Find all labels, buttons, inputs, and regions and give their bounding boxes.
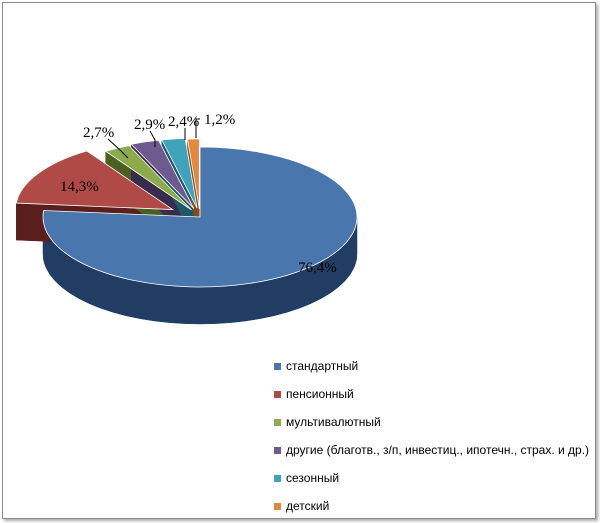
data-label-2: 2,7% [83, 125, 114, 141]
legend-swatch-0 [274, 363, 281, 370]
slice-2 [104, 145, 192, 211]
legend-swatch-2 [274, 419, 281, 426]
legend-label-3: другие (благотв., з/п, инвестиц., ипотеч… [286, 443, 589, 457]
leader-line-2 [107, 138, 129, 159]
legend-label-1: пенсионный [286, 387, 354, 401]
data-label-1: 14,3% [60, 179, 99, 195]
legend-label-2: мультивалютный [286, 415, 381, 429]
data-label-3: 2,9% [134, 117, 165, 133]
legend-label-0: стандартный [286, 359, 358, 373]
slice-1 [15, 150, 174, 211]
legend: стандартный пенсионный мультивалютный други… [274, 359, 589, 513]
data-label-4: 2,4% [168, 114, 199, 130]
legend-label-4: сезонный [286, 471, 339, 485]
legend-swatch-3 [274, 447, 281, 454]
leader-line-3 [149, 130, 156, 147]
pie-slices [15, 137, 358, 288]
data-labels: 76,4% 14,3% 2,7% 2,9% 2,4% 1,2% [60, 112, 337, 276]
slice-5 [187, 138, 200, 209]
legend-swatch-4 [274, 475, 281, 482]
data-label-0: 76,4% [298, 260, 337, 276]
slice-0 [42, 146, 358, 288]
data-label-5: 1,2% [204, 112, 235, 128]
legend-label-5: детский [286, 499, 329, 513]
legend-swatch-1 [274, 391, 281, 398]
leader-lines [107, 118, 200, 159]
legend-swatch-5 [274, 503, 281, 510]
slice-3 [130, 139, 195, 209]
leader-line-5 [195, 118, 200, 138]
